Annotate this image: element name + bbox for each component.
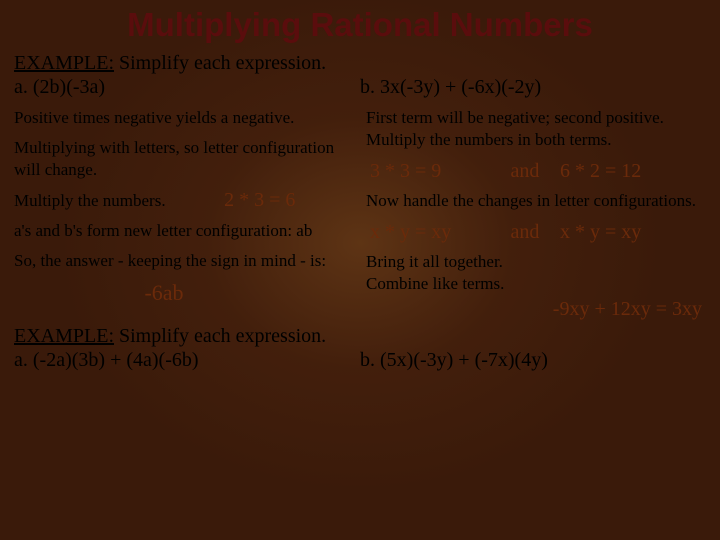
page-title: Multiplying Rational Numbers: [14, 6, 706, 44]
colB-eq2-right: x * y = xy: [560, 220, 706, 246]
example1-b-expr: 3x(-3y) + (-6x)(-2y): [375, 76, 541, 98]
colB-eq2-left: x * y = xy: [370, 220, 490, 246]
colB-eq1: 3 * 3 = 9 and 6 * 2 = 12: [370, 159, 706, 185]
colB-eq2: x * y = xy and x * y = xy: [370, 220, 706, 246]
example1-a: a. (2b)(-3a): [14, 76, 360, 99]
example1-label: EXAMPLE:: [14, 52, 114, 74]
example2-a: a. (-2a)(3b) + (4a)(-6b): [14, 349, 360, 372]
colA-multiply-value: 2 * 3 = 6: [166, 188, 354, 214]
colA-line4: a's and b's form new letter configuratio…: [14, 220, 354, 242]
colB-line4b: Combine like terms.: [366, 273, 706, 295]
colA-answer: -6ab: [14, 279, 354, 307]
example1-a-label: a.: [14, 76, 28, 98]
column-b: First term will be negative; second posi…: [366, 107, 706, 323]
example1-b-label: b.: [360, 76, 375, 98]
colB-line4a: Bring it all together.: [366, 251, 706, 273]
column-a: Positive times negative yields a negativ…: [14, 107, 354, 323]
colB-line1: First term will be negative; second posi…: [366, 107, 706, 129]
colB-eq1-right: 6 * 2 = 12: [560, 159, 706, 185]
colB-eq2-and: and: [490, 220, 560, 246]
example1-problems: a. (2b)(-3a) b. 3x(-3y) + (-6x)(-2y): [14, 76, 706, 99]
colA-line2: Multiplying with letters, so letter conf…: [14, 137, 354, 181]
colA-line5: So, the answer - keeping the sign in min…: [14, 250, 354, 272]
example1-instruction: Simplify each expression.: [114, 52, 326, 74]
colB-line2: Multiply the numbers in both terms.: [366, 129, 706, 151]
example2-b: b. (5x)(-3y) + (-7x)(4y): [360, 349, 706, 372]
example2-block: EXAMPLE: Simplify each expression. a. (-…: [14, 325, 706, 372]
work-columns: Positive times negative yields a negativ…: [14, 107, 706, 323]
example1-b: b. 3x(-3y) + (-6x)(-2y): [360, 76, 706, 99]
colB-final: -9xy + 12xy = 3xy: [366, 297, 706, 323]
colA-multiply-label: Multiply the numbers.: [14, 190, 166, 212]
example2-b-label: b.: [360, 349, 375, 371]
example2-a-label: a.: [14, 349, 28, 371]
example2-problems: a. (-2a)(3b) + (4a)(-6b) b. (5x)(-3y) + …: [14, 349, 706, 372]
example2-header: EXAMPLE: Simplify each expression.: [14, 325, 706, 348]
example2-label: EXAMPLE:: [14, 325, 114, 347]
colB-eq1-left: 3 * 3 = 9: [370, 159, 490, 185]
example2-b-expr: (5x)(-3y) + (-7x)(4y): [375, 349, 548, 371]
example1-a-expr: (2b)(-3a): [28, 76, 105, 98]
colB-line3: Now handle the changes in letter configu…: [366, 190, 706, 212]
colB-eq1-and: and: [490, 159, 560, 185]
colA-multiply-row: Multiply the numbers. 2 * 3 = 6: [14, 188, 354, 214]
example2-instruction: Simplify each expression.: [114, 325, 326, 347]
colA-line1: Positive times negative yields a negativ…: [14, 107, 354, 129]
example1-header: EXAMPLE: Simplify each expression.: [14, 52, 706, 75]
example2-a-expr: (-2a)(3b) + (4a)(-6b): [28, 349, 199, 371]
